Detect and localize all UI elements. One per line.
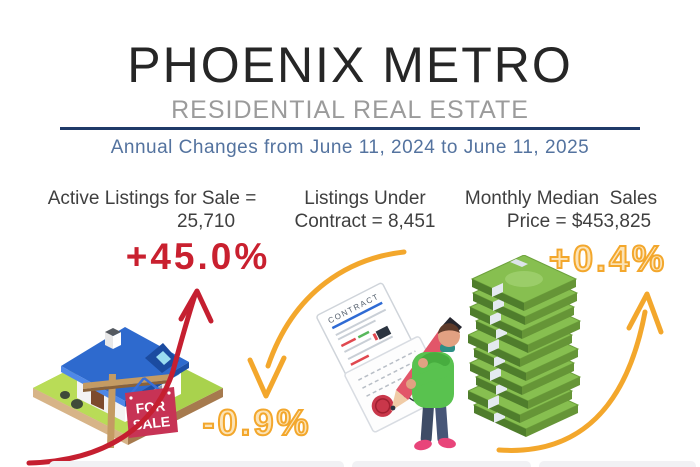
page-subtitle: RESIDENTIAL REAL ESTATE: [171, 96, 529, 124]
footer-thumbnail-edge: [539, 461, 696, 467]
active-listings-label: Active Listings for Sale =: [47, 188, 257, 209]
stamp-icon: [371, 394, 394, 417]
footer-thumbnail-edge: [49, 461, 344, 467]
under-contract-label-line1: Listings Under: [304, 188, 426, 209]
divider-line: [60, 127, 640, 130]
median-price-label-line2: Price = $453,825: [506, 211, 652, 232]
contract-signing-illustration: CONTRACT: [316, 282, 462, 451]
person-illustration: [406, 323, 460, 451]
median-price-change: +0.4%: [548, 237, 668, 280]
for-sale-sign-line2: SALE: [132, 413, 171, 433]
under-contract-change: -0.9%: [201, 401, 312, 444]
under-contract-label-line2: Contract = 8,451: [294, 211, 436, 232]
page-title: PHOENIX METRO: [127, 37, 573, 93]
median-price-label-line1: Monthly Median Sales: [464, 188, 658, 209]
active-listings-value: 25,710: [176, 211, 236, 232]
orange-up-arrow-icon: [496, 291, 664, 453]
date-range-tagline: Annual Changes from June 11, 2024 to Jun…: [110, 137, 590, 158]
red-up-arrow-icon: [26, 288, 214, 466]
active-listings-change: +45.0%: [125, 236, 271, 277]
orange-down-arrow-icon: [247, 249, 407, 399]
footer-thumbnail-edge: [352, 461, 531, 467]
